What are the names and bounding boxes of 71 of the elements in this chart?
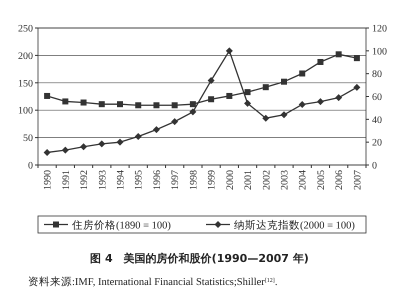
point bbox=[353, 84, 360, 91]
legend-label: 住房价格(1890 = 100) bbox=[72, 218, 172, 232]
x-tick-label: 1996 bbox=[152, 170, 163, 190]
y-tick-label: 200 bbox=[18, 50, 33, 62]
y2-tick-label: 60 bbox=[372, 92, 382, 103]
point bbox=[117, 101, 123, 108]
point bbox=[354, 55, 360, 62]
x-tick-label: 2007 bbox=[352, 170, 364, 190]
y2-tick-label: 20 bbox=[372, 138, 382, 149]
point bbox=[98, 140, 106, 148]
point bbox=[262, 114, 270, 122]
point bbox=[80, 143, 88, 150]
y2-tick-label: 120 bbox=[372, 24, 387, 34]
point bbox=[316, 98, 324, 106]
x-tick-label: 2000 bbox=[224, 170, 236, 190]
text: 图 4 美国的房价和股价(1990—2007 年) bbox=[90, 252, 309, 265]
x-tick-label: 2005 bbox=[316, 170, 327, 190]
legend-label: 纳斯达克指数(2000 = 100) bbox=[234, 218, 356, 232]
point bbox=[280, 111, 288, 118]
y-tick-label: 250 bbox=[18, 24, 33, 34]
x-tick-label: 1993 bbox=[97, 170, 108, 190]
point bbox=[171, 118, 178, 126]
x-tick-label: 2003 bbox=[280, 170, 290, 190]
point bbox=[244, 89, 251, 96]
y2-tick-label: 100 bbox=[372, 46, 387, 58]
point bbox=[226, 47, 233, 54]
point bbox=[62, 146, 69, 154]
x-tick-label: 2002 bbox=[261, 170, 272, 190]
point bbox=[335, 94, 342, 102]
y2-tick-label: 0 bbox=[372, 160, 377, 172]
y-tick-label: 100 bbox=[18, 106, 33, 117]
x-tick-label: 1998 bbox=[188, 170, 200, 190]
point bbox=[80, 100, 87, 106]
point bbox=[134, 132, 142, 140]
point bbox=[298, 100, 306, 108]
x-tick-label: 1992 bbox=[79, 170, 90, 190]
point bbox=[152, 126, 160, 134]
y-tick-label: 150 bbox=[18, 78, 33, 90]
point bbox=[62, 98, 68, 104]
point bbox=[281, 78, 287, 85]
y2-tick-label: 40 bbox=[372, 114, 382, 126]
text: 资料来源:IMF, International Financial Statistics;Shiller$^{[12]}$. bbox=[28, 275, 278, 288]
y-tick-label: 50 bbox=[23, 133, 33, 144]
point bbox=[226, 92, 232, 99]
x-tick-label: 1999 bbox=[206, 170, 218, 190]
point bbox=[189, 108, 196, 116]
x-tick-label: 1995 bbox=[134, 170, 145, 190]
x-tick-label: 1991 bbox=[60, 170, 72, 190]
point bbox=[172, 102, 178, 108]
point bbox=[299, 70, 306, 76]
x-tick-label: 1997 bbox=[170, 170, 182, 190]
y2-tick-label: 80 bbox=[372, 69, 382, 80]
point bbox=[244, 100, 252, 107]
x-tick-label: 2004 bbox=[298, 170, 309, 190]
point bbox=[153, 102, 160, 108]
x-tick-label: 2001 bbox=[243, 170, 254, 190]
point bbox=[98, 101, 105, 108]
point bbox=[44, 148, 51, 156]
point bbox=[208, 77, 215, 84]
y-tick-label: 0 bbox=[28, 160, 33, 172]
point bbox=[208, 96, 214, 102]
x-tick-label: 1994 bbox=[116, 170, 126, 190]
point bbox=[116, 138, 124, 146]
point bbox=[190, 101, 196, 108]
point bbox=[317, 58, 324, 65]
point bbox=[262, 84, 269, 90]
point bbox=[336, 51, 342, 58]
x-tick-label: 2006 bbox=[334, 170, 346, 190]
x-tick-label: 1990 bbox=[42, 170, 54, 190]
point bbox=[135, 102, 142, 108]
point bbox=[44, 92, 50, 99]
